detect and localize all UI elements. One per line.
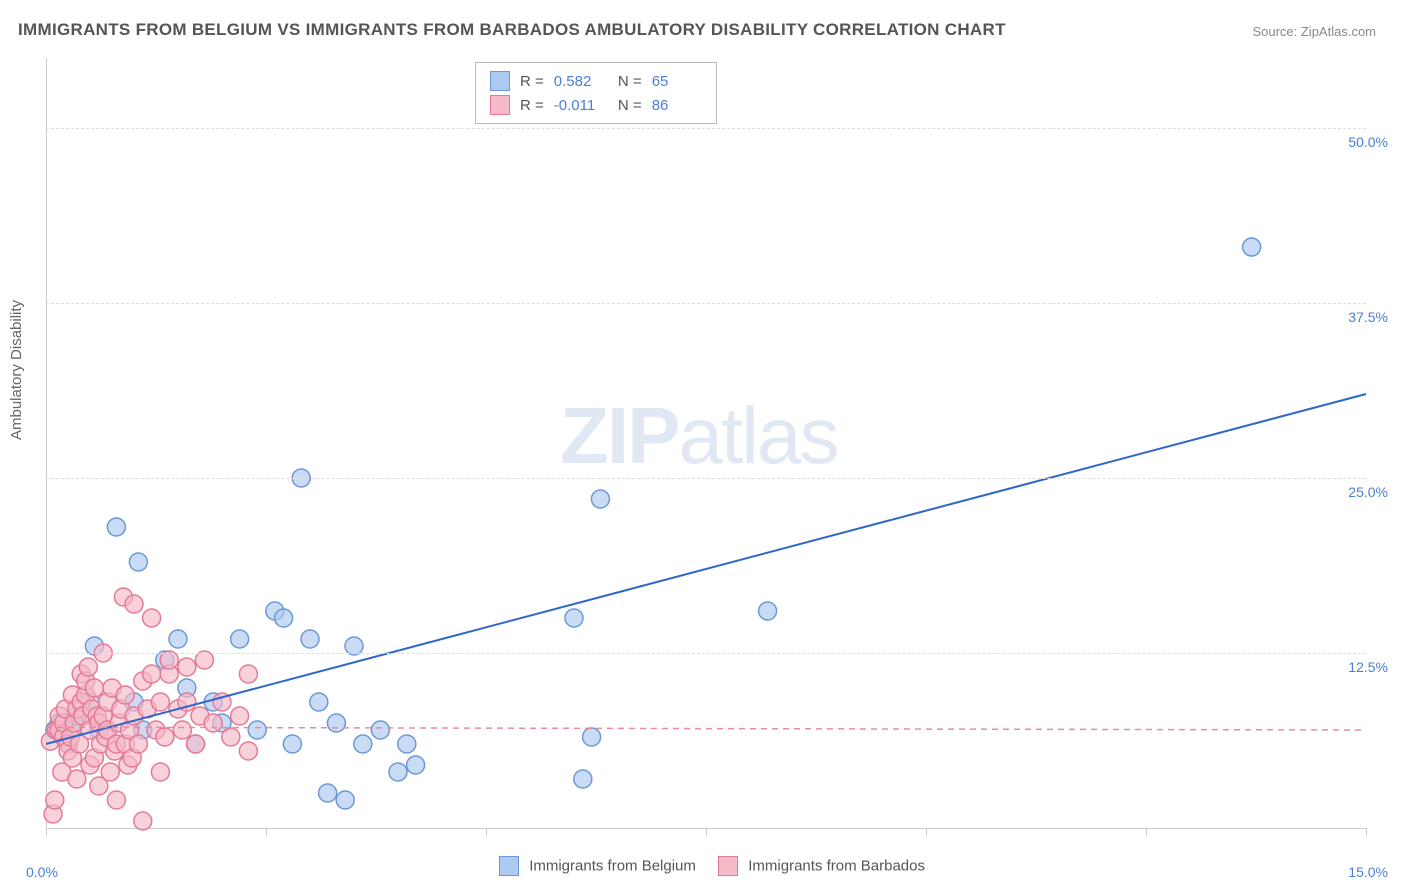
scatter-point <box>248 721 266 739</box>
gridline <box>46 128 1366 129</box>
swatch-barbados-bottom <box>718 856 738 876</box>
correlation-legend: R = 0.582 N = 65 R = -0.011 N = 86 <box>475 62 717 124</box>
x-tick-mark <box>926 828 927 836</box>
scatter-point <box>310 693 328 711</box>
scatter-point <box>239 742 257 760</box>
gridline <box>46 303 1366 304</box>
x-tick-mark <box>46 828 47 836</box>
scatter-point <box>173 721 191 739</box>
scatter-point <box>101 763 119 781</box>
x-tick-mark <box>1366 828 1367 836</box>
y-tick-label: 50.0% <box>1348 134 1388 150</box>
scatter-point <box>151 693 169 711</box>
scatter-point <box>231 630 249 648</box>
scatter-point <box>231 707 249 725</box>
scatter-point <box>275 609 293 627</box>
scatter-point <box>46 791 64 809</box>
scatter-point <box>68 770 86 788</box>
r-value-barbados: -0.011 <box>554 97 604 114</box>
gridline <box>46 478 1366 479</box>
scatter-point <box>389 763 407 781</box>
scatter-point <box>129 735 147 753</box>
scatter-point <box>143 609 161 627</box>
swatch-belgium <box>490 71 510 91</box>
scatter-point <box>239 665 257 683</box>
scatter-point <box>1243 238 1261 256</box>
x-tick-mark <box>706 828 707 836</box>
scatter-point <box>591 490 609 508</box>
scatter-point <box>574 770 592 788</box>
scatter-point <box>407 756 425 774</box>
n-value-belgium: 65 <box>652 73 702 90</box>
n-value-barbados: 86 <box>652 97 702 114</box>
scatter-point <box>107 791 125 809</box>
legend-label-barbados: Immigrants from Barbados <box>748 858 925 875</box>
scatter-point <box>301 630 319 648</box>
chart-title: IMMIGRANTS FROM BELGIUM VS IMMIGRANTS FR… <box>18 20 1006 40</box>
scatter-point <box>327 714 345 732</box>
gridline <box>46 653 1366 654</box>
trend-line <box>46 727 1366 730</box>
n-label: N = <box>614 97 642 114</box>
x-tick-mark <box>1146 828 1147 836</box>
swatch-barbados <box>490 95 510 115</box>
x-axis-max-label: 15.0% <box>1348 864 1388 880</box>
scatter-point <box>187 735 205 753</box>
n-label: N = <box>614 73 642 90</box>
legend-label-belgium: Immigrants from Belgium <box>529 858 696 875</box>
scatter-point <box>398 735 416 753</box>
y-tick-label: 12.5% <box>1348 659 1388 675</box>
scatter-point <box>759 602 777 620</box>
y-tick-label: 37.5% <box>1348 309 1388 325</box>
scatter-point <box>156 728 174 746</box>
scatter-point <box>354 735 372 753</box>
x-tick-mark <box>266 828 267 836</box>
y-tick-label: 25.0% <box>1348 484 1388 500</box>
scatter-point <box>134 812 152 830</box>
r-label: R = <box>520 73 544 90</box>
scatter-point <box>169 630 187 648</box>
scatter-point <box>319 784 337 802</box>
x-axis-min-label: 0.0% <box>26 864 58 880</box>
scatter-plot <box>46 58 1366 828</box>
source-credit: Source: ZipAtlas.com <box>1252 24 1376 39</box>
y-axis-label: Ambulatory Disability <box>8 300 25 440</box>
scatter-point <box>583 728 601 746</box>
r-label: R = <box>520 97 544 114</box>
r-value-belgium: 0.582 <box>554 73 604 90</box>
scatter-point <box>178 658 196 676</box>
scatter-point <box>565 609 583 627</box>
scatter-point <box>143 665 161 683</box>
legend-row-belgium: R = 0.582 N = 65 <box>490 69 702 93</box>
trend-line <box>46 394 1366 744</box>
scatter-point <box>116 686 134 704</box>
scatter-point <box>222 728 240 746</box>
swatch-belgium-bottom <box>499 856 519 876</box>
scatter-point <box>283 735 301 753</box>
scatter-point <box>125 595 143 613</box>
scatter-point <box>129 553 147 571</box>
series-legend: Immigrants from Belgium Immigrants from … <box>0 856 1406 876</box>
scatter-point <box>85 679 103 697</box>
scatter-point <box>204 714 222 732</box>
scatter-point <box>107 518 125 536</box>
x-tick-mark <box>486 828 487 836</box>
scatter-point <box>151 763 169 781</box>
legend-row-barbados: R = -0.011 N = 86 <box>490 93 702 117</box>
scatter-point <box>336 791 354 809</box>
scatter-point <box>371 721 389 739</box>
scatter-point <box>79 658 97 676</box>
